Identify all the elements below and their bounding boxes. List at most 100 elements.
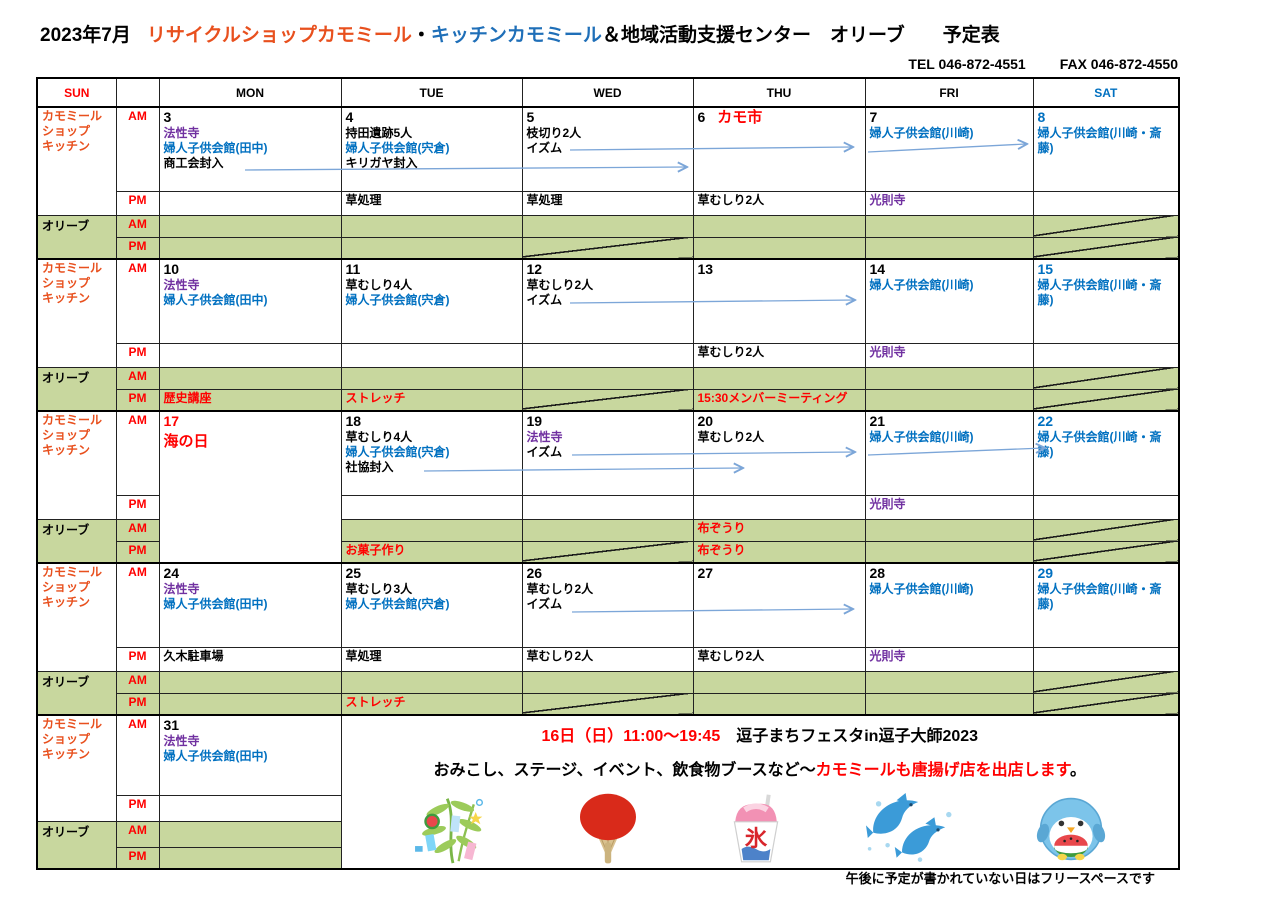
day-8-am: 8 婦人子供会館(川崎・斎藤)	[1032, 106, 1180, 192]
day-12-olive-pm	[521, 388, 694, 412]
pm-label: PM	[115, 540, 160, 564]
day-7-pm: 光則寺	[864, 190, 1034, 216]
day-13-olive-pm: 15:30メンバーミーティング	[692, 388, 866, 412]
kamo-ichi-label: カモ市	[717, 109, 763, 126]
title-dot: ・	[411, 25, 431, 46]
date-number: 28	[869, 565, 886, 581]
day-8-olive-am	[1032, 214, 1180, 238]
day-28-am: 28 婦人子供会館(川崎)	[864, 562, 1034, 648]
day-27-pm: 草むしり2人	[692, 646, 866, 672]
day-15-pm	[1032, 342, 1180, 368]
schedule-entry: 婦人子供会館(宍倉)	[345, 445, 450, 459]
schedule-entry: 婦人子供会館(宍倉)	[345, 597, 450, 611]
schedule-entry: 草むしり2人	[697, 192, 765, 207]
schedule-entry: ストレッチ	[345, 694, 406, 709]
row-label-line: ショップ	[42, 732, 91, 746]
festival-datetime: 16日（日）11:00～19:45	[541, 728, 721, 745]
day-24-olive-pm	[158, 692, 342, 716]
schedule-entry: 海の日	[163, 433, 209, 450]
festival-announcement-line1: 16日（日）11:00～19:45 逗子まちフェスタin逗子大師2023	[346, 717, 1175, 746]
day-5-olive-am	[521, 214, 694, 238]
schedule-entry: 婦人子供会館(田中)	[163, 141, 268, 155]
day-19-am: 19 法性寺 イズム	[521, 410, 694, 496]
day-19-olive-am	[521, 518, 694, 542]
day-11-pm	[340, 342, 523, 368]
row-label-chamomile: カモミール ショップ キッチン	[36, 714, 117, 822]
schedule-entry: 婦人子供会館(田中)	[163, 293, 268, 307]
pm-label: PM	[115, 190, 160, 216]
date-number: 19	[526, 413, 543, 429]
schedule-entry: イズム	[526, 141, 563, 155]
row-label-line: カモミール	[42, 261, 103, 275]
day-12-olive-am	[521, 366, 694, 390]
header-blank	[115, 77, 160, 108]
schedule-entry: 婦人子供会館(川崎)	[869, 430, 974, 444]
day-18-olive-am	[340, 518, 523, 542]
day-15-am: 15 婦人子供会館(川崎・斎藤)	[1032, 258, 1180, 344]
festival-title: 逗子まちフェスタin逗子大師2023	[720, 728, 979, 745]
day-31-am: 31 法性寺 婦人子供会館(田中)	[158, 714, 342, 796]
day-26-pm: 草むしり2人	[521, 646, 694, 672]
shaved-ice-clipart: 氷	[733, 794, 779, 863]
day-10-am: 10 法性寺 婦人子供会館(田中)	[158, 258, 342, 344]
contact-info: TEL 046-872-4551 FAX 046-872-4550	[908, 56, 1178, 72]
day-26-olive-am	[521, 670, 694, 694]
day-29-olive-pm	[1032, 692, 1180, 716]
date-number: 20	[697, 413, 714, 429]
header-THU: THU	[692, 77, 866, 108]
pm-label: PM	[115, 794, 160, 822]
day-17-am: 17 海の日	[158, 410, 342, 564]
pm-label: PM	[115, 692, 160, 716]
penguin-watermelon-clipart	[1036, 797, 1106, 861]
schedule-entry: 草むしり2人	[697, 344, 765, 359]
day-31-olive-pm	[158, 846, 342, 870]
row-label-line: カモミール	[42, 109, 103, 123]
festival-announcement-line2: おみこし、ステージ、イベント、飲食物ブースなど～カモミールも唐揚げ店を出店します…	[346, 756, 1175, 780]
day-12-am: 12 草むしり2人 イズム	[521, 258, 694, 344]
row-label-line: カモミール	[42, 565, 103, 579]
am-label: AM	[115, 820, 160, 848]
day-20-pm	[692, 494, 866, 520]
schedule-entry: 婦人子供会館(川崎)	[869, 278, 974, 292]
date-number: 17	[163, 413, 180, 429]
schedule-entry: 社協封入	[345, 460, 394, 474]
date-number: 21	[869, 413, 886, 429]
schedule-entry: 草むしり2人	[526, 582, 594, 596]
day-27-olive-am	[692, 670, 866, 694]
schedule-entry: 草むしり4人	[345, 278, 413, 292]
day-11-am: 11 草むしり4人 婦人子供会館(宍倉)	[340, 258, 523, 344]
day-11-olive-am	[340, 366, 523, 390]
festival-shop-note: カモミールも唐揚げ店を出店します	[815, 762, 1070, 779]
day-14-pm: 光則寺	[864, 342, 1034, 368]
date-number: 31	[163, 717, 180, 733]
schedule-entry: 法性寺	[526, 430, 563, 444]
schedule-entry: 婦人子供会館(田中)	[163, 597, 268, 611]
schedule-entry: 法性寺	[163, 126, 200, 140]
am-label: AM	[115, 714, 160, 796]
day-6-olive-pm	[692, 236, 866, 260]
schedule-entry: 草むしり2人	[697, 430, 765, 444]
am-label: AM	[115, 214, 160, 238]
schedule-entry: 草処理	[526, 192, 563, 207]
schedule-entry: 久木駐車場	[163, 648, 224, 663]
schedule-entry: 草むしり2人	[697, 648, 765, 663]
row-label-chamomile: カモミール ショップ キッチン	[36, 106, 117, 216]
row-label-olive: オリーブ	[36, 670, 117, 716]
day-8-olive-pm	[1032, 236, 1180, 260]
day-6-olive-am	[692, 214, 866, 238]
date-number: 27	[697, 565, 714, 581]
row-label-line: キッチン	[42, 291, 91, 305]
day-25-am: 25 草むしり3人 婦人子供会館(宍倉)	[340, 562, 523, 648]
day-18-pm	[340, 494, 523, 520]
date-number: 4	[345, 109, 354, 125]
header-FRI: FRI	[864, 77, 1034, 108]
pm-label: PM	[115, 494, 160, 520]
day-4-am: 4 持田遺跡5人 婦人子供会館(宍倉) キリガヤ封入	[340, 106, 523, 192]
day-20-olive-pm: 布ぞうり	[692, 540, 866, 564]
schedule-entry: 草むしり3人	[345, 582, 413, 596]
schedule-entry: 草処理	[345, 192, 382, 207]
day-25-pm: 草処理	[340, 646, 523, 672]
announcement-cell: 16日（日）11:00～19:45 逗子まちフェスタin逗子大師2023 おみこ…	[340, 714, 1180, 870]
day-11-olive-pm: ストレッチ	[340, 388, 523, 412]
row-label-line: キッチン	[42, 139, 91, 153]
